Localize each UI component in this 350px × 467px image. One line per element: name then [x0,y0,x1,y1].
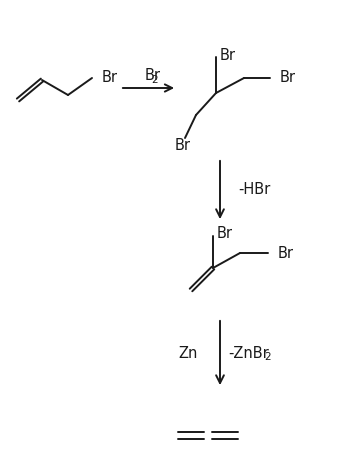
Text: Br: Br [145,69,161,84]
Text: Br: Br [175,139,191,154]
Text: 2: 2 [152,75,158,85]
Text: -HBr: -HBr [238,183,270,198]
Text: -ZnBr: -ZnBr [228,346,269,361]
Text: 2: 2 [264,352,271,362]
Text: Zn: Zn [178,346,198,361]
Text: Br: Br [217,226,233,241]
Text: Br: Br [102,70,118,85]
Text: Br: Br [278,246,294,261]
Text: Br: Br [220,48,236,63]
Text: Br: Br [280,71,296,85]
